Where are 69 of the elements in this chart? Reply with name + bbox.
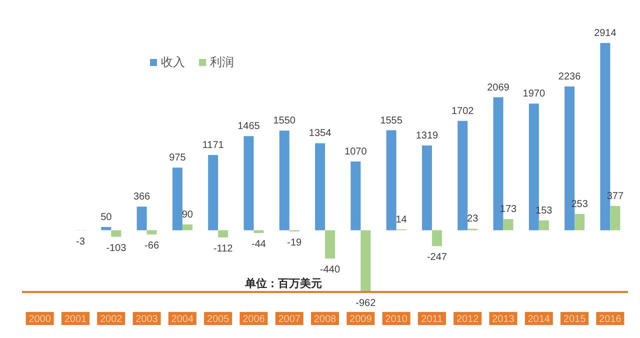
x-tick-label: 2016 bbox=[599, 314, 622, 325]
x-tick-label: 2012 bbox=[456, 314, 480, 325]
x-tick-label: 2008 bbox=[314, 314, 337, 325]
bar bbox=[146, 230, 157, 234]
data-label: 1465 bbox=[238, 121, 260, 132]
bar bbox=[279, 130, 290, 230]
bar bbox=[458, 120, 468, 230]
data-label: -19 bbox=[287, 237, 302, 248]
x-tick-label: 2011 bbox=[421, 314, 444, 325]
bar bbox=[325, 230, 336, 258]
data-label: 975 bbox=[169, 152, 186, 164]
x-tick-label: 2015 bbox=[563, 314, 586, 325]
data-label: 50 bbox=[100, 212, 112, 223]
bar bbox=[432, 230, 442, 246]
bar bbox=[244, 136, 254, 230]
data-label: 23 bbox=[467, 214, 479, 225]
legend-label: 收入 bbox=[161, 54, 185, 71]
legend-label: 利润 bbox=[210, 54, 234, 71]
bar bbox=[172, 168, 182, 230]
bar bbox=[254, 230, 264, 234]
bar bbox=[208, 154, 218, 230]
bar bbox=[350, 161, 361, 230]
data-label: 1702 bbox=[451, 106, 474, 117]
data-label: -103 bbox=[106, 242, 127, 254]
data-label: 2914 bbox=[594, 28, 617, 39]
data-label: 1171 bbox=[202, 140, 224, 151]
data-label: -66 bbox=[144, 240, 160, 252]
bar bbox=[218, 230, 228, 238]
x-tick-label: 2006 bbox=[242, 314, 266, 325]
data-label: 2236 bbox=[558, 72, 582, 83]
bar bbox=[386, 130, 396, 230]
data-label: 14 bbox=[396, 214, 408, 226]
bar bbox=[574, 214, 585, 230]
x-tick-label: 2013 bbox=[492, 314, 515, 325]
data-label: -440 bbox=[320, 264, 340, 276]
x-tick-label: 2003 bbox=[136, 314, 158, 325]
x-tick-label: 2005 bbox=[206, 314, 230, 325]
annotation: 单位：百万美元 bbox=[245, 276, 322, 291]
bar bbox=[503, 219, 514, 230]
data-label: 1555 bbox=[380, 115, 403, 126]
bar bbox=[182, 224, 192, 230]
bar bbox=[136, 206, 147, 230]
data-label: -3 bbox=[76, 236, 86, 248]
x-tick-label: 2002 bbox=[100, 314, 123, 325]
data-label: -962 bbox=[356, 298, 376, 309]
bar bbox=[315, 143, 326, 230]
data-label: 1070 bbox=[344, 146, 368, 158]
data-label: 2069 bbox=[487, 82, 510, 94]
data-label: 1970 bbox=[522, 88, 546, 100]
bar bbox=[360, 230, 371, 292]
bar bbox=[538, 220, 549, 230]
data-label: 1550 bbox=[273, 116, 296, 127]
x-tick-label: 2000 bbox=[28, 314, 52, 325]
bar bbox=[111, 230, 122, 237]
x-tick-label: 2004 bbox=[171, 314, 194, 325]
x-tick-label: 2014 bbox=[528, 314, 550, 325]
bar bbox=[610, 206, 620, 230]
data-label: 366 bbox=[133, 192, 151, 203]
x-tick-label: 2001 bbox=[64, 314, 88, 325]
x-tick-label: 2007 bbox=[278, 314, 301, 325]
x-tick-label: 2010 bbox=[385, 314, 408, 325]
bar bbox=[101, 226, 112, 230]
data-label: -44 bbox=[252, 239, 266, 250]
data-label: 1354 bbox=[308, 128, 332, 140]
data-label: -247 bbox=[426, 252, 448, 264]
data-label: 1319 bbox=[416, 130, 439, 142]
data-label: -112 bbox=[213, 243, 234, 254]
x-tick-label: 2009 bbox=[350, 314, 372, 325]
bar bbox=[422, 145, 432, 230]
